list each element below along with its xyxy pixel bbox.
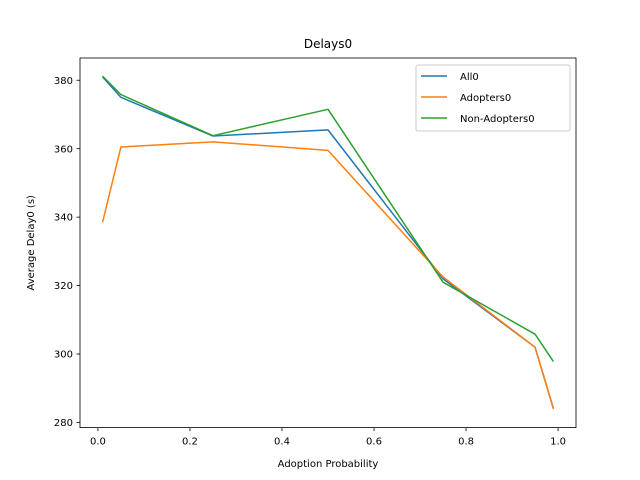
y-tick-label: 340: [54, 213, 73, 224]
y-axis-label: Average Delay0 (s): [26, 195, 37, 291]
x-tick-label: 0.2: [182, 437, 198, 448]
legend-label-all0: All0: [460, 72, 479, 83]
series-line-non-adopters0: [102, 75, 555, 362]
x-axis: 0.0 0.2 0.4 0.6 0.8 1.0: [90, 427, 566, 448]
legend-box: [415, 64, 571, 132]
legend: All0 Adopters0 Non-Adopters0: [415, 64, 571, 132]
legend-label-adopters0: Adopters0: [460, 93, 511, 104]
y-tick-label: 360: [54, 144, 73, 155]
series-line-adopters0: [101, 141, 555, 409]
legend-label-non-adopters0: Non-Adopters0: [460, 114, 535, 125]
x-tick-label: 0.0: [90, 437, 106, 448]
x-tick-label: 0.8: [458, 437, 474, 448]
series-layer: [101, 75, 555, 409]
x-tick-label: 0.6: [366, 437, 382, 448]
chart-title: Delays0: [304, 37, 352, 51]
x-tick-label: 0.4: [274, 437, 290, 448]
y-tick-label: 300: [54, 350, 73, 361]
y-tick-label: 380: [54, 76, 73, 87]
y-tick-label: 320: [54, 281, 73, 292]
plot-frame: [79, 57, 577, 429]
y-axis: 280 300 320 340 360 380: [54, 76, 80, 429]
y-tick-label: 280: [54, 418, 73, 429]
x-axis-label: Adoption Probability: [278, 459, 379, 470]
x-tick-label: 1.0: [550, 437, 566, 448]
